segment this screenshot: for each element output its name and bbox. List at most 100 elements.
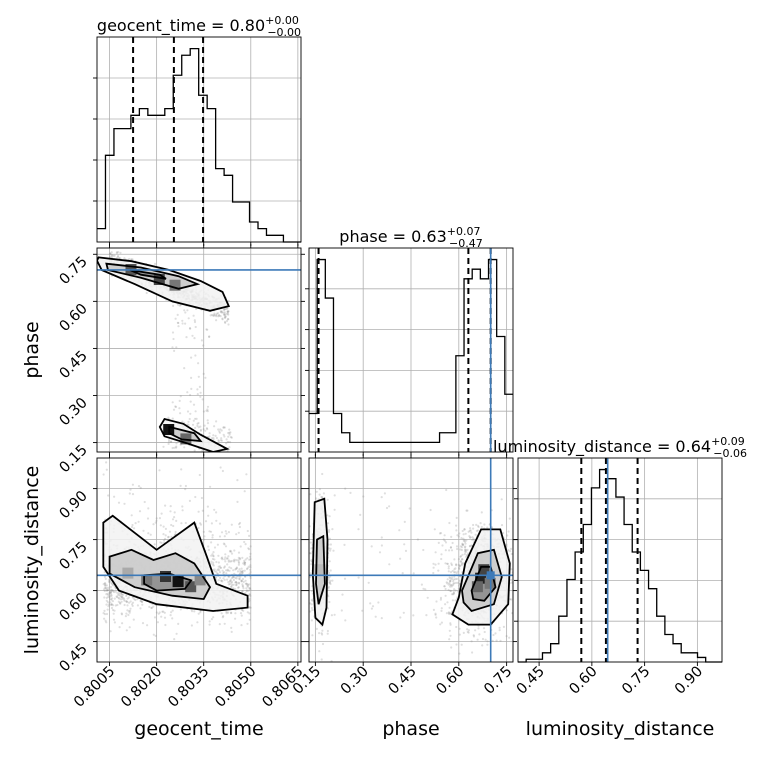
sample-point — [112, 590, 116, 594]
sample-point — [230, 612, 233, 615]
sample-point — [168, 530, 172, 533]
sample-point — [189, 327, 192, 330]
sample-point — [446, 582, 449, 585]
sample-point — [225, 438, 228, 441]
sample-point — [440, 557, 443, 561]
sample-point — [235, 584, 238, 587]
histogram-phase — [309, 258, 513, 444]
sample-point — [519, 596, 521, 598]
sample-point — [516, 608, 518, 610]
sample-point — [432, 562, 435, 565]
sample-point — [155, 611, 158, 614]
truth-point — [486, 571, 495, 580]
sample-point — [210, 554, 213, 557]
sample-point — [105, 603, 108, 606]
sample-point — [106, 601, 109, 604]
sample-point — [188, 417, 191, 421]
sample-point — [102, 612, 105, 615]
sample-point — [357, 576, 360, 579]
sample-point — [235, 582, 239, 585]
sample-point — [177, 321, 180, 325]
sample-point — [181, 509, 184, 512]
sample-point — [164, 527, 167, 531]
sample-point — [434, 551, 437, 554]
sample-point — [432, 566, 435, 569]
sample-point — [212, 555, 215, 558]
sample-point — [197, 362, 200, 365]
sample-point — [248, 548, 251, 551]
sample-point — [243, 569, 246, 572]
sample-point — [229, 578, 232, 582]
sample-point — [194, 325, 197, 329]
sample-point — [109, 256, 112, 259]
sample-point — [426, 596, 429, 599]
sample-point — [141, 622, 145, 625]
sample-point — [448, 629, 451, 632]
sample-point — [220, 437, 223, 440]
sample-point — [187, 423, 190, 426]
sample-point — [222, 577, 225, 580]
sample-point — [118, 592, 121, 595]
sample-point — [130, 514, 133, 517]
sample-point — [457, 563, 460, 567]
sample-point — [249, 576, 252, 580]
sample-point — [500, 498, 503, 501]
sample-point — [237, 551, 241, 554]
sample-point — [204, 429, 207, 432]
sample-point — [242, 580, 245, 584]
sample-point — [248, 558, 251, 561]
sample-point — [246, 567, 249, 570]
sample-point — [127, 596, 130, 599]
x-tick-label-geocent_time: 0.8005 — [71, 664, 118, 711]
sample-point — [109, 591, 112, 594]
sample-point — [217, 315, 220, 318]
sample-point — [449, 612, 452, 615]
sample-point — [520, 607, 522, 609]
sample-point — [492, 633, 495, 637]
y-tick-label-phase: 0.45 — [57, 348, 91, 382]
sample-point — [459, 545, 462, 548]
sample-point — [188, 499, 191, 502]
sample-point — [474, 533, 477, 536]
sample-point — [463, 528, 466, 531]
sample-point — [141, 600, 144, 603]
sample-point — [309, 610, 312, 613]
sample-point — [481, 644, 484, 647]
sample-point — [479, 522, 482, 525]
sample-point — [105, 468, 108, 471]
sample-point — [228, 428, 231, 431]
sample-point — [248, 612, 251, 615]
sample-point — [229, 436, 232, 439]
sample-point — [169, 614, 172, 617]
hist-panel-geocent_time: geocent_time = 0.80+0.00 −0.00 — [93, 14, 302, 246]
sample-point — [150, 606, 153, 609]
sample-point — [170, 611, 173, 614]
sample-point — [450, 585, 453, 588]
sample-point — [223, 565, 226, 568]
sample-point — [333, 613, 336, 616]
sample-point — [460, 643, 463, 646]
sample-point — [330, 660, 333, 662]
sample-point — [249, 594, 252, 598]
sample-point — [486, 643, 489, 646]
sample-point — [320, 632, 323, 635]
sample-point — [469, 527, 472, 530]
sample-point — [171, 617, 174, 620]
sample-point — [163, 616, 167, 619]
sample-point — [190, 387, 193, 390]
sample-point — [472, 635, 476, 638]
sample-point — [217, 440, 220, 443]
sample-point — [194, 426, 197, 429]
sample-point — [155, 517, 158, 520]
title-luminosity_distance: luminosity_distance = 0.64+0.09 −0.06 — [493, 435, 747, 460]
sample-point — [220, 566, 223, 569]
sample-point — [196, 388, 199, 391]
sample-point — [221, 580, 224, 583]
sample-point — [235, 581, 238, 584]
sample-point — [103, 617, 106, 620]
sample-point — [125, 600, 128, 603]
sample-point — [118, 626, 121, 629]
sample-point — [422, 548, 425, 552]
sample-point — [328, 529, 331, 532]
sample-point — [177, 325, 180, 328]
